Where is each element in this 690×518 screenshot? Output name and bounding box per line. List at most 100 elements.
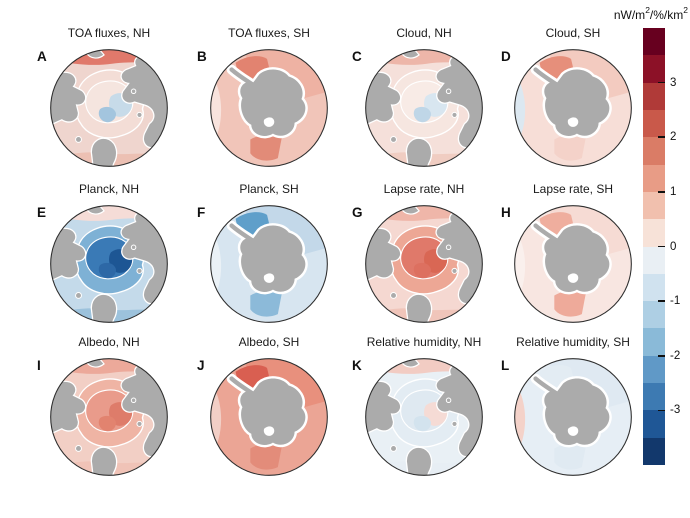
land-island [445,397,452,404]
panel-c [364,48,484,168]
map-outline [514,49,632,167]
land-island [445,244,452,251]
polar-map-north [50,205,168,323]
panel-title: Planck, SH [239,182,299,196]
colorbar-tickmark [658,191,665,193]
panel-letter: D [501,49,511,64]
colorbar-tickmark [658,300,665,302]
panel-letter: G [352,205,363,220]
colorbar-segment [643,137,665,165]
land-island [390,136,397,143]
colorbar-tickmark [658,245,665,248]
map-region [413,106,431,123]
map-region [98,415,116,432]
polar-map-north [50,358,168,476]
ice-shelf [567,426,579,436]
map-region [365,205,483,221]
map-region [365,49,483,65]
map-region [413,415,431,432]
colorbar-tick-label: -2 [670,349,681,362]
panel-title: Albedo, NH [78,335,140,349]
unit-sup: 2 [645,5,650,15]
map-outline [210,358,328,476]
panel-title: Lapse rate, SH [532,182,614,196]
panel-e [49,204,169,324]
land-greenland [405,293,433,323]
map-outline [50,49,168,167]
colorbar-segment [643,246,665,274]
map-region [250,134,282,161]
map-region [250,290,282,317]
polar-map-south [210,205,328,323]
land-island [136,111,143,118]
colorbar-segment [643,355,665,384]
land-eurasia [120,363,168,458]
colorbar-tickmark [658,354,665,357]
land-eurasia [435,363,483,458]
land-eurasia [120,54,168,149]
polar-map-south [210,358,328,476]
panel-title: Planck, NH [78,182,140,196]
panel-letter: C [352,49,362,64]
land-island [130,397,137,404]
panel-d [513,48,633,168]
colorbar-tickmark [658,81,665,84]
panel-letter: L [501,358,510,373]
land-north-america [365,380,402,436]
land-north-america [50,71,87,127]
panel-title: Albedo, SH [238,335,300,349]
colorbar-tick-label: 2 [670,131,677,144]
panel-i [49,357,169,477]
panel-j [209,357,329,477]
map-region [250,443,282,470]
colorbar-segment [643,219,665,247]
map-outline [50,358,168,476]
colorbar-tickmark [658,409,665,412]
land-greenland [90,446,118,476]
polar-map-south [514,49,632,167]
polar-map-south [514,205,632,323]
colorbar-tickmark [658,136,665,139]
land-island [451,111,458,118]
land-north-america [365,71,402,127]
panel-f [209,204,329,324]
land-antarctica [544,225,610,292]
colorbar-segment [643,273,665,302]
polar-map-south [514,358,632,476]
land-north-america [50,380,87,436]
panel-b [209,48,329,168]
land-island [451,267,458,274]
panel-letter: F [197,205,206,220]
colorbar-tick-label: -3 [670,404,681,417]
colorbar-tick-label: 1 [670,185,677,198]
colorbar-segment [643,191,665,220]
panel-letter: H [501,205,511,220]
map-region [554,443,586,470]
map-region [554,290,586,317]
polar-map-north [50,49,168,167]
land-north-america [50,227,87,283]
land-antarctica [240,378,306,445]
land-island [130,88,137,95]
map-region [413,262,431,279]
land-greenland [405,446,433,476]
land-greenland [405,137,433,167]
colorbar-tick-label: 0 [670,240,677,253]
colorbar-segment [643,437,665,465]
map-outline [50,205,168,323]
colorbar-tick-label: -1 [670,295,681,308]
polar-map-north [365,205,483,323]
land-island [75,445,82,452]
polar-map-south [210,49,328,167]
colorbar-segment [643,28,665,56]
colorbar-segment [643,164,665,192]
panel-title: TOA fluxes, NH [67,26,151,40]
panel-title: Relative humidity, SH [516,335,630,349]
colorbar-unit-label: nW/m2/%/km2 [558,5,688,22]
ice-shelf [263,117,275,127]
colorbar-segment [643,82,665,110]
panel-title: Relative humidity, NH [366,335,482,349]
land-greenland [90,293,118,323]
land-island [136,267,143,274]
panel-title: Cloud, NH [396,26,452,40]
